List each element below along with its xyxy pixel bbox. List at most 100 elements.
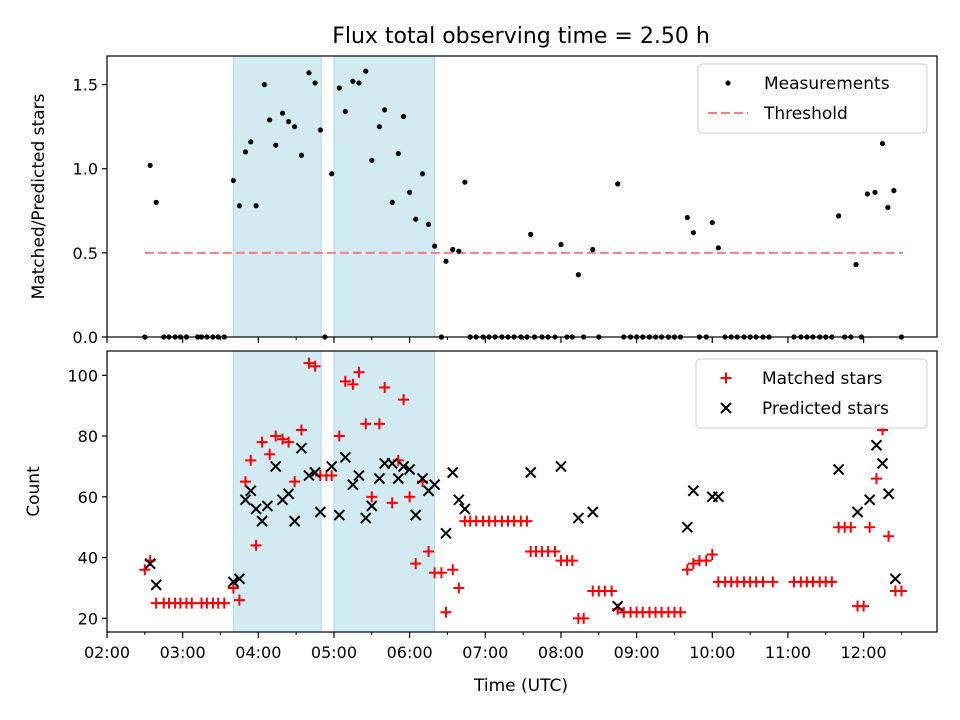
data-point — [144, 557, 156, 570]
data-point — [709, 219, 715, 226]
data-point — [326, 460, 338, 473]
data-point — [845, 521, 857, 533]
legend-swatch — [720, 372, 732, 384]
data-point — [303, 469, 315, 482]
data-point — [413, 216, 419, 222]
data-point — [292, 124, 298, 130]
data-point — [303, 357, 315, 369]
y-tick-label: 1.0 — [73, 160, 98, 179]
data-point — [528, 231, 534, 237]
data-point — [289, 476, 301, 488]
data-point — [273, 142, 279, 148]
data-point — [298, 152, 305, 158]
y-tick-label: 60 — [78, 488, 98, 507]
data-point — [453, 494, 465, 506]
data-point — [440, 527, 452, 539]
legend-label: Measurements — [764, 74, 890, 94]
x-tick-label: 09:00 — [614, 643, 660, 662]
data-point — [864, 521, 876, 533]
data-point — [379, 381, 391, 393]
data-point — [870, 473, 882, 485]
data-point — [876, 457, 889, 470]
data-point — [353, 366, 365, 378]
data-point — [326, 470, 338, 482]
plot-frame — [106, 55, 938, 338]
y-tick-label: 0.0 — [73, 328, 98, 347]
data-point — [883, 530, 895, 542]
y-tick-label: 100 — [67, 366, 98, 385]
data-point — [590, 246, 596, 253]
data-point — [872, 189, 878, 195]
data-point — [389, 199, 395, 205]
data-point — [312, 80, 318, 86]
data-point — [317, 127, 323, 133]
data-point — [404, 491, 416, 503]
data-point — [153, 199, 159, 205]
data-point — [245, 454, 257, 466]
data-point — [386, 497, 398, 509]
data-point — [261, 500, 274, 512]
x-tick-label: 06:00 — [387, 643, 433, 662]
data-point — [227, 576, 240, 588]
data-point — [395, 150, 401, 157]
data-point — [277, 433, 289, 445]
data-point — [836, 213, 842, 219]
legend-swatch — [720, 402, 732, 414]
data-point — [684, 214, 690, 221]
x-tick-label: 04:00 — [235, 643, 281, 662]
data-point — [853, 262, 859, 268]
data-point — [264, 448, 276, 460]
x-tick-label: 08:00 — [538, 643, 584, 662]
data-point — [767, 576, 779, 588]
data-point — [366, 491, 378, 503]
data-point — [397, 460, 410, 473]
data-point — [870, 439, 883, 451]
data-point — [218, 597, 230, 609]
data-point — [347, 378, 359, 390]
data-point — [250, 503, 262, 515]
data-point — [428, 478, 441, 491]
data-point — [425, 221, 432, 227]
x-tick-label: 12:00 — [841, 643, 887, 662]
data-point — [690, 230, 696, 236]
top-panel-measurements: 0.0 0.5 1.0 1.5 Matched/Predicted stars Measu… — [29, 55, 938, 347]
data-point — [283, 436, 295, 448]
x-tick-label: 02:00 — [84, 643, 130, 662]
data-point — [435, 567, 447, 579]
observing-window-shade — [333, 55, 436, 338]
data-point — [687, 485, 700, 497]
data-point — [285, 119, 292, 125]
data-point — [366, 500, 378, 512]
data-point — [267, 117, 273, 123]
data-point — [386, 457, 398, 470]
plot-frame — [106, 350, 938, 633]
data-point — [572, 512, 585, 524]
legend-label: Matched stars — [762, 369, 882, 389]
x-axis-label: Time (UTC) — [473, 676, 568, 696]
data-point — [549, 545, 561, 557]
observing-window-shade — [333, 350, 436, 633]
data-point — [459, 503, 471, 515]
data-point — [239, 476, 251, 488]
data-point — [715, 245, 721, 251]
y-tick-label: 1.5 — [73, 76, 98, 95]
data-point — [270, 460, 282, 473]
legend-label: Threshold — [763, 104, 848, 124]
data-point — [236, 203, 243, 209]
data-point — [353, 469, 365, 482]
data-point — [245, 485, 257, 497]
data-point — [288, 515, 301, 527]
legend-swatch — [725, 80, 731, 86]
data-point — [230, 177, 236, 184]
data-point — [409, 509, 422, 521]
data-point — [279, 110, 286, 116]
data-point — [342, 108, 348, 115]
data-point — [256, 515, 268, 527]
data-point — [832, 463, 845, 476]
data-point — [339, 375, 351, 387]
observing-window-shade — [232, 350, 322, 633]
data-point — [360, 512, 372, 524]
data-point — [336, 85, 342, 91]
data-point — [443, 258, 449, 264]
data-point — [398, 394, 410, 406]
